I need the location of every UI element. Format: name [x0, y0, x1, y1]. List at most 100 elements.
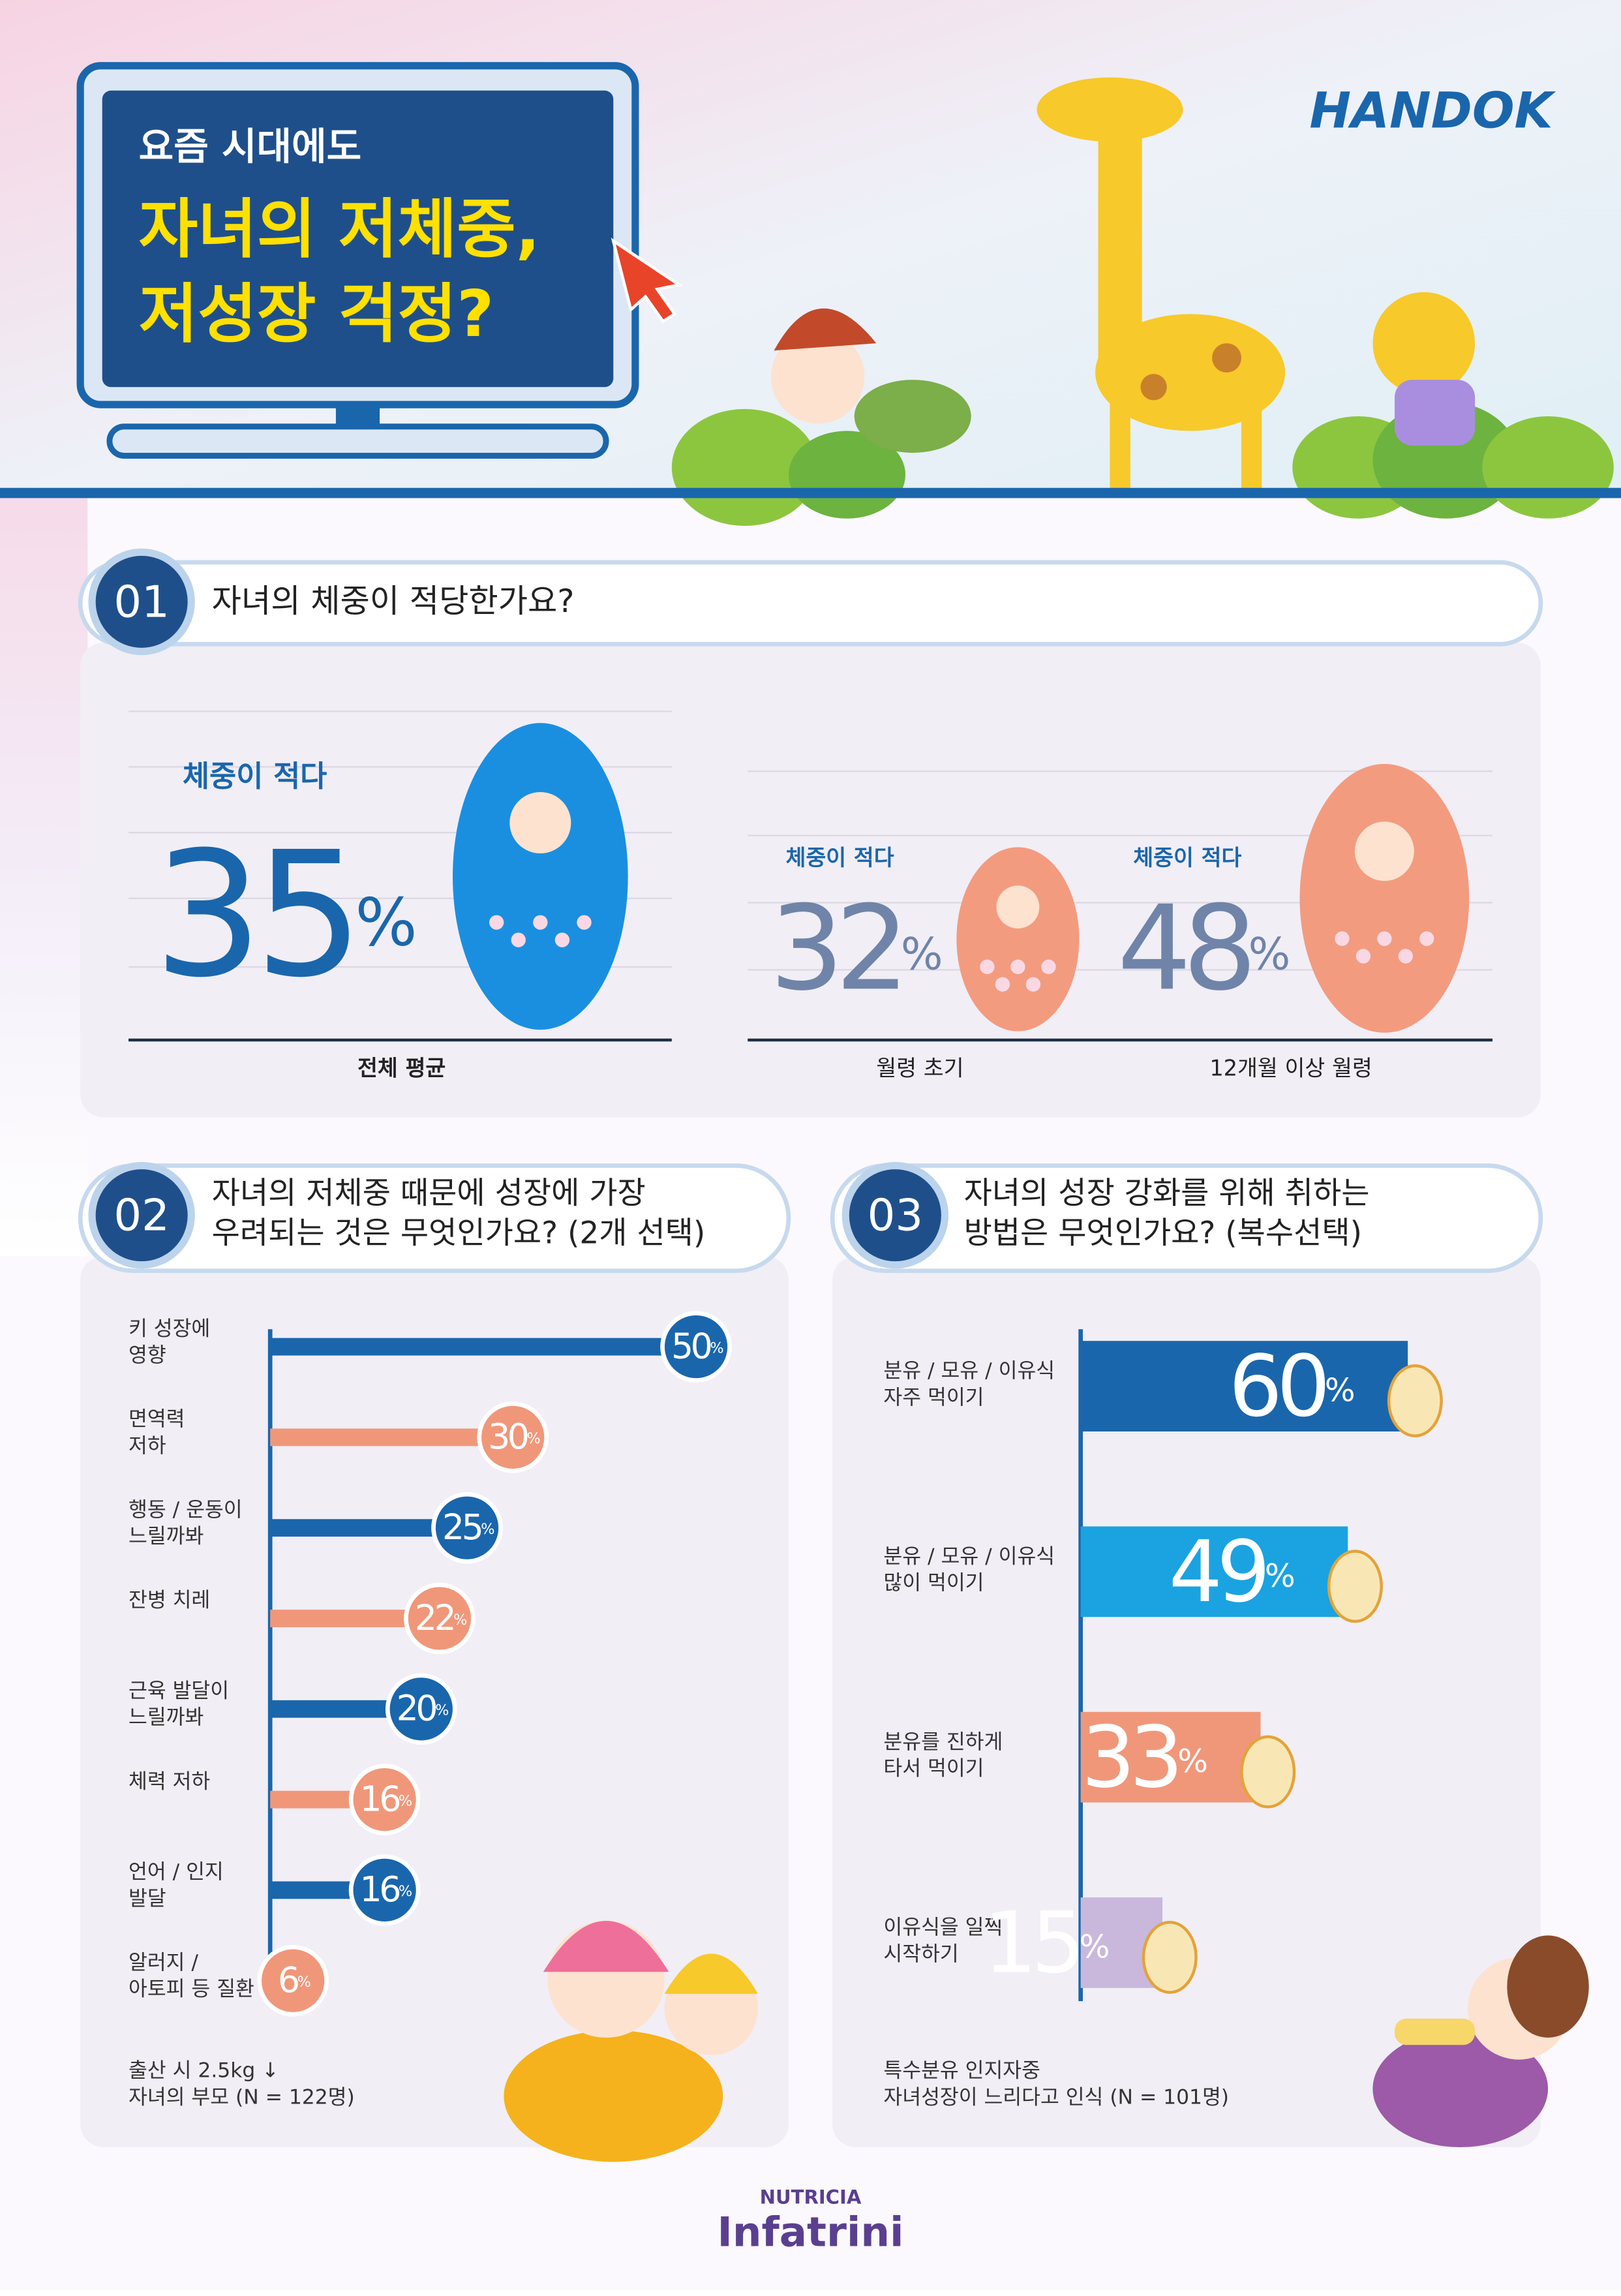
heart-dot: [1377, 931, 1392, 946]
heart-dot: [554, 932, 570, 947]
section-badge: [841, 1161, 949, 1269]
bar-cap: [404, 1582, 476, 1655]
heart-dot: [489, 915, 504, 930]
stat-value: 35%: [153, 816, 414, 1016]
heart-dot: [1356, 949, 1371, 964]
note: 출산 시 2.5kg ↓ 자녀의 부모 (N = 122명): [129, 2059, 355, 2109]
giraffe: [1037, 77, 1286, 489]
stat-unit: %: [355, 885, 414, 961]
value-label: 16%: [360, 1778, 412, 1819]
category-label: 근육 발달이 느릴까봐: [129, 1679, 229, 1729]
bottle-icon: [1240, 1735, 1296, 1809]
egg: [956, 847, 1080, 1032]
heart-dot: [533, 915, 548, 930]
panel: [80, 643, 1541, 1118]
stat-value: 32%: [770, 881, 941, 1017]
heart-dot: [995, 977, 1010, 992]
side-bg: [0, 497, 88, 1257]
category-label: 알러지 / 아토피 등 질환: [129, 1951, 254, 2001]
value-number: 15: [983, 1893, 1079, 1992]
girl-illustration: [1372, 1935, 1589, 2147]
stat-label: 체중이 적다: [1133, 845, 1241, 870]
panel: [832, 1256, 1541, 2147]
question: 자녀의 성장 강화를 위해 취하는 방법은 무엇인가요? (복수선택): [964, 1175, 1370, 1251]
value-number: 22: [415, 1597, 453, 1638]
heart-dot: [1419, 931, 1434, 946]
value-number: 60: [1228, 1336, 1325, 1435]
value-number: 20: [397, 1687, 436, 1728]
stat-number: 32: [770, 881, 901, 1017]
brand-logo: HANDOK: [1309, 82, 1556, 140]
section-number: 01: [114, 576, 169, 627]
header-title: 자녀의 저체중,: [139, 192, 540, 267]
note: 특수분유 인지자중 자녀성장이 느리다고 인식 (N = 101명): [883, 2059, 1229, 2109]
value-label: 49%: [1169, 1522, 1294, 1621]
bar-cap: [477, 1401, 549, 1473]
value-number: 33: [1082, 1707, 1177, 1807]
bar: [1080, 1341, 1408, 1431]
question-banner: [78, 560, 1543, 647]
question-banner: [830, 1163, 1543, 1274]
egg: [453, 723, 628, 1030]
value-label: 60%: [1228, 1336, 1354, 1435]
stat-number: 35: [153, 816, 355, 1016]
bottle-icon: [1387, 1364, 1443, 1437]
group-label: 12개월 이상 월령: [1209, 1055, 1372, 1080]
heart-dot: [577, 915, 592, 930]
heart-dot: [1025, 977, 1041, 992]
value-number: 16: [360, 1778, 400, 1819]
bear: [1372, 292, 1476, 446]
footer-product: Infatrini: [718, 2208, 904, 2256]
bottle-icon: [1327, 1550, 1383, 1623]
category-label: 분유 / 모유 / 이유식 자주 먹이기: [883, 1359, 1055, 1409]
header-title: 저성장 걱정?: [139, 277, 494, 352]
egg-illustration: [956, 847, 1080, 1032]
value-number: 49: [1169, 1522, 1265, 1621]
section-badge: [88, 1161, 195, 1269]
kids-illustration: [504, 1920, 758, 2162]
footer-maker: NUTRICIA: [760, 2186, 862, 2208]
egg-illustration: [1299, 763, 1470, 1033]
question: 자녀의 체중이 적당한가요?: [212, 582, 575, 620]
stat-label: 체중이 적다: [785, 845, 894, 870]
bottle-icon: [1142, 1920, 1198, 1994]
value-label: 33%: [1082, 1707, 1207, 1807]
value-label: 50%: [671, 1325, 723, 1366]
section-number: 03: [868, 1190, 923, 1241]
category-label: 면역력 저하: [129, 1407, 185, 1458]
baby-face: [1354, 821, 1414, 881]
bar-cap: [431, 1492, 503, 1564]
value-number: 16: [360, 1869, 400, 1910]
question: 자녀의 저체중 때문에 성장에 가장 우려되는 것은 무엇인가요? (2개 선택): [212, 1175, 706, 1251]
group-label: 전체 평균: [357, 1055, 446, 1080]
heart-dot: [1335, 931, 1350, 946]
heart-dot: [1041, 959, 1056, 975]
value-number: 25: [442, 1507, 481, 1548]
bar-cap: [348, 1854, 421, 1926]
value-number: 30: [488, 1416, 528, 1457]
bar: [1080, 1711, 1261, 1803]
bar-cap: [385, 1673, 457, 1745]
category-label: 언어 / 인지 발달: [129, 1860, 224, 1910]
section-number: 02: [114, 1190, 169, 1241]
value-number: 6: [278, 1959, 298, 2000]
baby-face: [996, 885, 1040, 929]
heart-dot: [980, 959, 995, 975]
stat-label: 체중이 적다: [183, 759, 327, 793]
crawling-baby: [771, 308, 971, 453]
bar-cap: [257, 1944, 329, 2017]
section-badge: [88, 548, 195, 656]
bar-cap: [660, 1311, 732, 1383]
category-label: 체력 저하: [129, 1769, 210, 1793]
egg-illustration: [453, 723, 628, 1030]
stat-number: 48: [1117, 881, 1250, 1017]
baby-face: [509, 791, 571, 853]
egg: [1299, 763, 1470, 1033]
bar: [1080, 1526, 1348, 1617]
category-label: 이유식을 일찍 시작하기: [883, 1916, 1003, 1966]
value-label: 25%: [442, 1507, 494, 1548]
heart-dot: [1398, 949, 1413, 964]
header-line: 요즘 시대에도: [139, 124, 361, 168]
